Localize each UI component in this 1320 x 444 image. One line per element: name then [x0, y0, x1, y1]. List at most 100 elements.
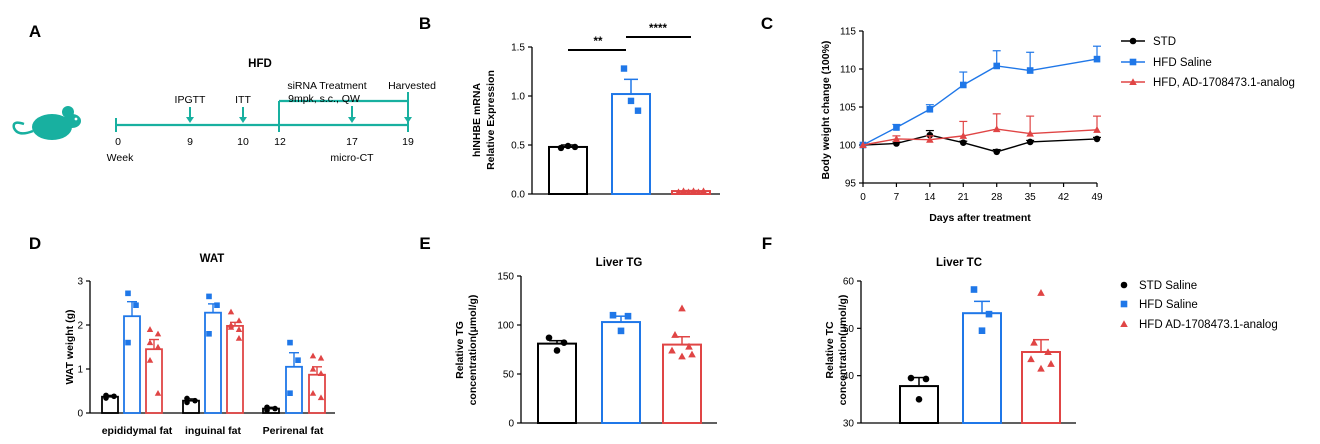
- ytick-label: 50: [503, 370, 515, 381]
- data-point: [689, 187, 698, 195]
- data-point: [553, 347, 561, 354]
- data-point: [907, 374, 915, 382]
- panelC-xlabel: Days after treatment: [929, 212, 1031, 224]
- data-point: [564, 142, 572, 150]
- bar: [123, 315, 141, 414]
- data-point: [668, 346, 676, 354]
- microct-arrow-head: [348, 117, 356, 123]
- panelB-ylabel-2: Relative Expression: [485, 70, 497, 170]
- legend-label: HFD AD-1708473.1-analog: [1139, 319, 1278, 331]
- week-label: 17: [346, 136, 358, 148]
- ytick-label: 1: [77, 365, 83, 376]
- panelC-ylabel: Body weight change (100%): [820, 41, 832, 180]
- mouse-tail: [12, 121, 34, 135]
- data-point: [125, 290, 131, 297]
- data-point: [922, 375, 930, 383]
- data-point: [959, 81, 967, 89]
- panelB-ylabel: hINHBE mRNA: [471, 83, 483, 158]
- data-point: [317, 354, 325, 361]
- data-point: [959, 139, 967, 147]
- panelE-ylabel: Relative TG: [454, 321, 466, 379]
- data-point: [309, 365, 317, 372]
- data-point: [227, 308, 235, 315]
- bar: [548, 145, 588, 196]
- week-label: 9: [187, 136, 193, 148]
- legend-marker: [1129, 37, 1137, 45]
- significance-label: ****: [649, 23, 667, 35]
- week-label: 19: [402, 136, 414, 148]
- event-label: Harvested: [388, 80, 436, 92]
- panel-label-a: A: [29, 22, 41, 41]
- data-point: [915, 396, 923, 403]
- data-point: [1093, 135, 1101, 143]
- event-label: ITT: [235, 94, 251, 106]
- data-point: [235, 317, 243, 324]
- ytick-label: 110: [840, 65, 856, 76]
- treatment-label: siRNA Treatment: [287, 80, 366, 92]
- data-point: [1030, 338, 1038, 346]
- data-point: [111, 393, 117, 400]
- ytick-label: 1.5: [511, 43, 525, 54]
- week-label: 0: [115, 136, 121, 148]
- data-point: [959, 132, 968, 139]
- data-point: [978, 327, 986, 334]
- data-point: [609, 311, 617, 319]
- mouse-eye: [74, 117, 78, 121]
- legend-label: STD: [1153, 36, 1176, 48]
- week-label: 12: [274, 136, 286, 148]
- data-point: [146, 356, 154, 363]
- data-point: [235, 326, 243, 332]
- data-point: [287, 339, 293, 346]
- week-label: 10: [237, 136, 249, 148]
- data-point: [926, 131, 934, 139]
- panel-label-e: E: [419, 234, 430, 253]
- data-point: [272, 405, 278, 412]
- category-label: epididymal fat: [102, 425, 173, 437]
- event-arrow-head: [186, 117, 194, 123]
- panel-label-d: D: [29, 234, 41, 253]
- data-point: [557, 144, 565, 152]
- xtick-label: 21: [958, 192, 970, 203]
- bar: [899, 385, 939, 424]
- data-point: [620, 65, 628, 72]
- xtick-label: 7: [894, 192, 900, 203]
- ytick-label: 0: [508, 419, 514, 430]
- ytick-label: 100: [839, 141, 856, 152]
- data-point: [992, 125, 1001, 133]
- event-label: IPGTT: [175, 94, 207, 106]
- category-label: Perirenal fat: [263, 425, 324, 437]
- xtick-label: 28: [991, 192, 1003, 203]
- event-below-label: micro-CT: [330, 152, 374, 164]
- data-point: [926, 135, 934, 143]
- data-point: [192, 397, 198, 404]
- xtick-label: 0: [860, 192, 866, 203]
- ytick-label: 115: [840, 27, 856, 38]
- data-point: [859, 141, 867, 149]
- panelD-title: WAT: [200, 253, 225, 265]
- ytick-label: 95: [845, 179, 857, 190]
- data-point: [671, 331, 679, 338]
- data-point: [624, 312, 632, 320]
- data-point: [1093, 126, 1101, 133]
- ytick-label: 100: [497, 321, 514, 332]
- data-point: [227, 323, 235, 330]
- data-point: [206, 293, 212, 300]
- ytick-label: 30: [843, 419, 855, 430]
- data-point: [571, 143, 579, 151]
- ytick-label: 2: [77, 321, 83, 332]
- mouse-body: [32, 114, 72, 140]
- data-point: [154, 389, 162, 396]
- bar: [1021, 351, 1061, 424]
- panel-label-f: F: [762, 234, 772, 253]
- data-point: [1093, 55, 1101, 63]
- ytick-label: 0: [77, 409, 83, 420]
- data-point: [146, 326, 154, 332]
- week-caption: Week: [107, 152, 134, 164]
- ytick-label: 0.0: [511, 190, 525, 201]
- data-point: [678, 352, 686, 360]
- panel-label-c: C: [761, 14, 773, 33]
- data-point: [287, 390, 293, 396]
- panelF-title: Liver TC: [936, 257, 982, 269]
- legend-label: HFD, AD-1708473.1-analog: [1153, 77, 1295, 89]
